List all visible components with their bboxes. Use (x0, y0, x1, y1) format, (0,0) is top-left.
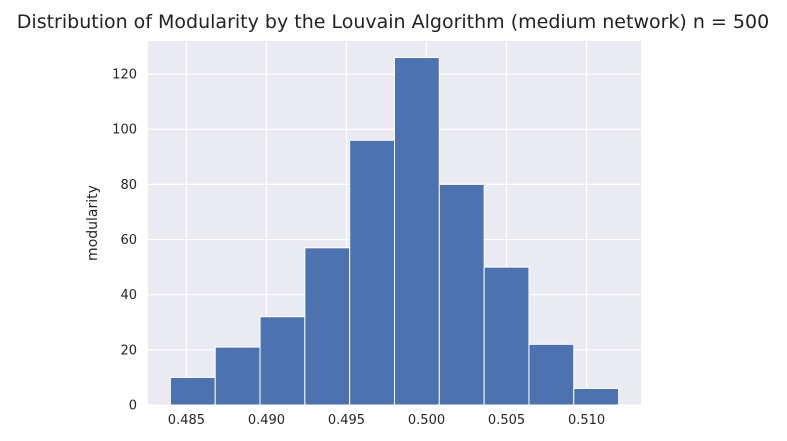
y-tick-label: 60 (120, 233, 137, 248)
histogram-bar (394, 57, 440, 406)
histogram-bar (169, 376, 216, 406)
bars (169, 57, 620, 406)
y-tick-label: 100 (112, 123, 137, 138)
histogram-bar (259, 316, 306, 406)
x-tick-label: 0.485 (168, 413, 205, 428)
x-tick-label: 0.510 (568, 413, 605, 428)
x-tick-label: 0.490 (248, 413, 285, 428)
y-tick-label: 0 (129, 399, 137, 414)
histogram-bar (483, 266, 530, 406)
x-tick-label: 0.505 (488, 413, 525, 428)
y-tick-label: 40 (120, 288, 137, 303)
x-axis: 0.485 0.490 0.495 0.500 0.505 0.510 (168, 413, 605, 428)
y-tick-label: 20 (120, 343, 137, 358)
y-axis-label: modularity (85, 185, 101, 261)
histogram-bar (304, 247, 351, 406)
x-tick-label: 0.495 (328, 413, 365, 428)
histogram-bar (573, 387, 620, 406)
histogram-bar (214, 346, 261, 406)
y-tick-label: 80 (120, 178, 137, 193)
chart-title: Distribution of Modularity by the Louvai… (17, 11, 769, 33)
histogram-bar (438, 183, 485, 406)
histogram-bar (349, 139, 396, 406)
y-axis: 0 20 40 60 80 100 120 (112, 68, 137, 414)
histogram-bar (528, 343, 575, 406)
x-tick-label: 0.500 (408, 413, 445, 428)
y-tick-label: 120 (112, 68, 137, 83)
